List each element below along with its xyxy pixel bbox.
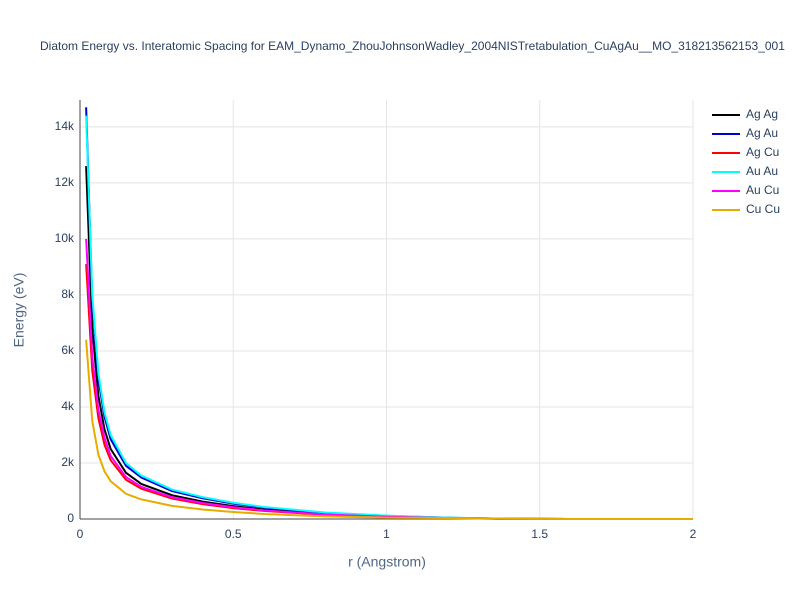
y-tick-label: 14k	[55, 119, 75, 133]
series-line	[85, 339, 693, 520]
series-line	[85, 115, 693, 520]
legend-label: Cu Cu	[746, 202, 780, 216]
series-line	[85, 107, 693, 520]
series-line	[85, 264, 693, 520]
x-tick-label: 0.5	[225, 527, 242, 541]
series-line	[85, 238, 693, 520]
y-tick-label: 4k	[61, 399, 75, 413]
y-tick-label: 12k	[55, 175, 75, 189]
y-tick-label: 10k	[55, 231, 75, 245]
x-tick-label: 1.5	[531, 527, 548, 541]
legend-label: Au Au	[746, 164, 778, 178]
x-tick-label: 1	[383, 527, 390, 541]
y-tick-label: 6k	[61, 343, 75, 357]
legend-label: Au Cu	[746, 183, 779, 197]
x-axis-title: r (Angstrom)	[348, 554, 426, 570]
legend-label: Ag Au	[746, 126, 778, 140]
y-tick-label: 0	[67, 511, 74, 525]
series-line	[85, 166, 693, 520]
legend-label: Ag Ag	[746, 107, 778, 121]
y-axis-title: Energy (eV)	[11, 273, 27, 348]
y-tick-label: 8k	[61, 287, 75, 301]
x-tick-label: 2	[690, 527, 697, 541]
legend-label: Ag Cu	[746, 145, 779, 159]
chart-title: Diatom Energy vs. Interatomic Spacing fo…	[40, 39, 785, 53]
y-tick-label: 2k	[61, 455, 75, 469]
x-tick-label: 0	[77, 527, 84, 541]
